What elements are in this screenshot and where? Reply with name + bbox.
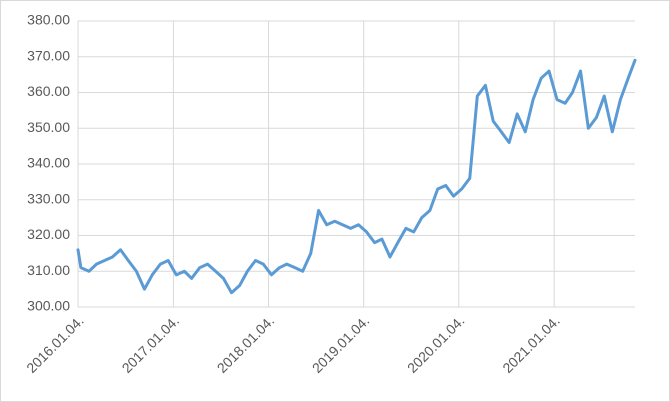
y-tick-label: 370.00 — [27, 47, 70, 63]
y-tick-label: 300.00 — [27, 298, 70, 314]
y-tick-label: 360.00 — [27, 83, 70, 99]
y-tick-label: 310.00 — [27, 262, 70, 278]
line-series — [76, 58, 637, 295]
y-tick-label: 380.00 — [27, 12, 70, 28]
y-tick-label: 320.00 — [27, 226, 70, 242]
y-tick-label: 350.00 — [27, 119, 70, 135]
y-tick-label: 340.00 — [27, 155, 70, 171]
y-tick-label: 330.00 — [27, 190, 70, 206]
